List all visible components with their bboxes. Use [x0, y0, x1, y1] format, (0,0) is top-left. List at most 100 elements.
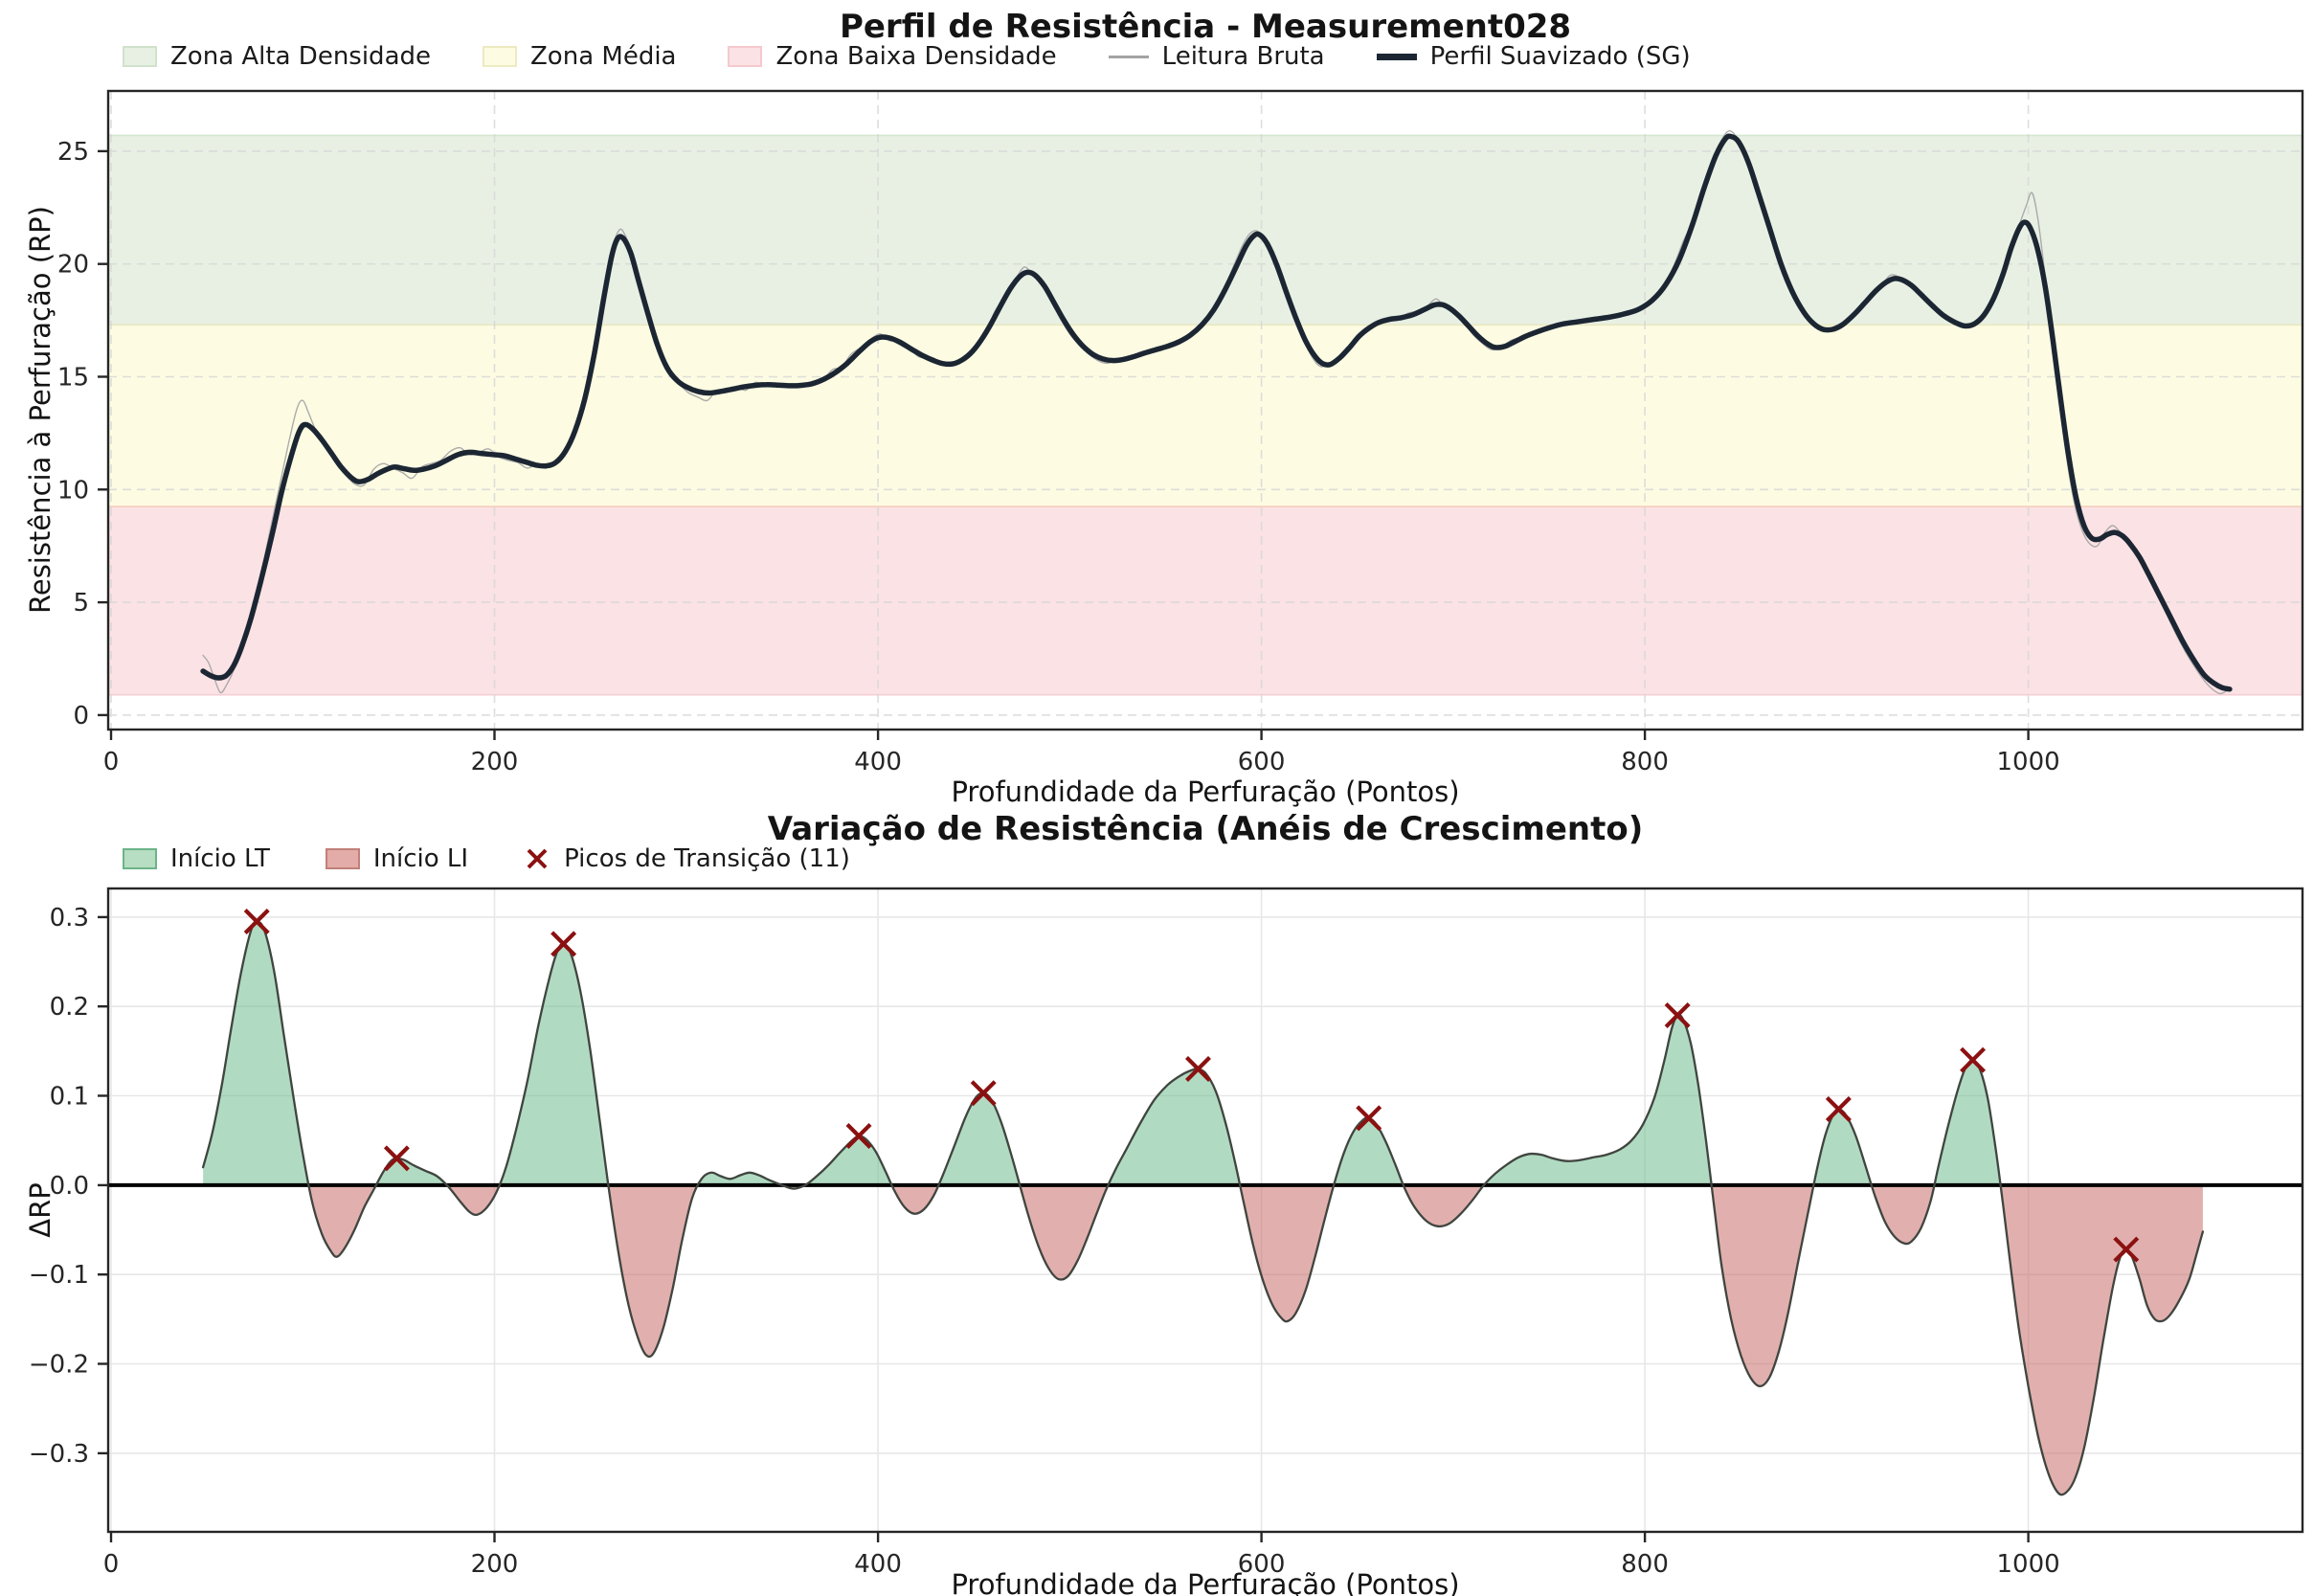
top-y-axis-label: Resistência à Perfuração (RP): [24, 206, 56, 614]
y-tick-label: 5: [73, 589, 89, 618]
ticks-layer: 0 200 400 600 800 1000 0 5 10 15 20 25: [57, 138, 2060, 776]
y-tick-label: 0.1: [50, 1083, 89, 1112]
legend-label: Zona Média: [530, 42, 677, 71]
y-tick-label: 0: [73, 702, 89, 731]
zone-band: [108, 506, 2303, 695]
transition-peak-marker-icon: [524, 845, 550, 872]
y-tick-label: 0.3: [50, 904, 89, 933]
top-chart-plot: 0 200 400 600 800 1000 0 5 10 15 20 25: [57, 89, 2304, 776]
axes-spines: [106, 89, 2304, 731]
top-chart-title: Perfil de Resistência - Measurement028: [839, 8, 1572, 46]
legend-label: Zona Alta Densidade: [170, 42, 431, 71]
ticks-layer: 0 200 400 600 800 1000 0.3 0.2 0.1 0.0 −0.1 −0.2 −0.…: [29, 904, 2060, 1579]
transition-peak-markers: [243, 909, 2140, 1263]
grid-layer: [108, 91, 2303, 730]
positive-fill: [805, 1135, 892, 1185]
zones-layer: [108, 134, 2303, 696]
zone-high-density-swatch: [123, 46, 157, 67]
x-tick-label: 400: [854, 1550, 902, 1579]
x-tick-label: 600: [1238, 748, 1286, 776]
negative-fill: [1020, 1184, 1109, 1280]
y-tick-label: 10: [57, 476, 89, 505]
legend-item-smoothed: Perfil Suavizado (SG): [1376, 42, 1691, 71]
transition-peak-marker: [383, 1145, 410, 1172]
negative-fill: [308, 1184, 376, 1257]
legend-label: Início LI: [372, 844, 469, 873]
transition-peak-marker: [1356, 1105, 1382, 1132]
y-tick-label: 25: [57, 138, 89, 167]
positive-fill: [1334, 1117, 1404, 1185]
x-tick-label: 800: [1621, 1550, 1669, 1579]
top-x-axis-label: Profundidade da Perfuração (Pontos): [951, 776, 1460, 808]
smoothed-series-path: [200, 133, 2233, 692]
negative-fill: [891, 1184, 939, 1214]
x-tick-label: 200: [471, 748, 519, 776]
transition-peak-marker: [1825, 1096, 1852, 1123]
legend-item-zone-high: Zona Alta Densidade: [123, 42, 431, 71]
data-layer: [200, 129, 2233, 695]
smoothed-line-sample-icon: [1376, 53, 1417, 60]
bottom-chart-title: Variação de Resistência (Anéis de Cresci…: [767, 810, 1644, 848]
zone-band: [108, 135, 2303, 326]
positive-fill: [1108, 1068, 1241, 1185]
axes-spines: [106, 887, 2304, 1534]
legend-item-peaks: Picos de Transição (11): [524, 844, 850, 873]
negative-fill: [1711, 1184, 1814, 1386]
x-tick-label: 1000: [1997, 1550, 2060, 1579]
transition-peak-marker: [1664, 1002, 1691, 1029]
lt-fill-swatch: [123, 848, 157, 869]
y-tick-label: 15: [57, 364, 89, 393]
y-tick-label: 0.2: [50, 993, 89, 1022]
positive-fill: [1483, 1014, 1712, 1185]
grid-layer: [108, 888, 2303, 1532]
data-layer: [108, 920, 2303, 1496]
zone-low-density-swatch: [728, 46, 763, 67]
legend-label: Picos de Transição (11): [564, 844, 850, 873]
negative-fill: [608, 1184, 698, 1357]
legend-item-li: Início LI: [325, 844, 469, 873]
transition-peak-marker: [243, 909, 270, 935]
x-tick-label: 800: [1621, 748, 1669, 776]
raw-line-sample-icon: [1108, 55, 1149, 58]
legend-label: Perfil Suavizado (SG): [1429, 42, 1691, 71]
bottom-x-axis-label: Profundidade da Perfuração (Pontos): [951, 1568, 1460, 1596]
positive-fill: [1934, 1060, 2001, 1185]
zone-medium-swatch: [483, 46, 517, 67]
positive-fill: [375, 1158, 447, 1185]
x-tick-label: 600: [1238, 1550, 1286, 1579]
bottom-chart-plot: 0 200 400 600 800 1000 0.3 0.2 0.1 0.0 −0.1 −0.2 −0.…: [29, 887, 2304, 1579]
transition-peak-marker: [970, 1080, 997, 1107]
delta-curve: [201, 920, 2205, 1496]
y-tick-label: 0.0: [50, 1172, 89, 1201]
negative-fill: [2000, 1184, 2203, 1495]
y-tick-label: −0.1: [29, 1261, 89, 1290]
negative-fill: [1871, 1184, 1935, 1245]
x-tick-label: 400: [854, 748, 902, 776]
positive-fill: [938, 1092, 1021, 1185]
legend-label: Início LT: [170, 844, 270, 873]
legend-item-zone-mid: Zona Média: [483, 42, 676, 71]
y-tick-label: 20: [57, 251, 89, 280]
legend-label: Zona Baixa Densidade: [775, 42, 1057, 71]
legend-label: Leitura Bruta: [1161, 42, 1325, 71]
top-chart-legend: Zona Alta Densidade Zona Média Zona Baix…: [123, 42, 1691, 71]
negative-fill: [1403, 1184, 1484, 1226]
transition-peak-marker: [550, 931, 577, 957]
transition-peak-marker: [1960, 1046, 1987, 1073]
transition-peak-marker: [2113, 1236, 2140, 1263]
legend-item-zone-low: Zona Baixa Densidade: [728, 42, 1057, 71]
positive-fill: [203, 921, 309, 1185]
li-fill-swatch: [325, 848, 360, 869]
bottom-chart-legend: Início LT Início LI Picos de Transição (…: [123, 844, 850, 873]
x-tick-label: 0: [103, 748, 120, 776]
y-tick-label: −0.3: [29, 1440, 89, 1469]
x-tick-label: 1000: [1997, 748, 2060, 776]
y-tick-label: −0.2: [29, 1351, 89, 1380]
negative-fill: [1240, 1184, 1335, 1322]
transition-peak-marker: [845, 1123, 872, 1150]
x-tick-label: 200: [471, 1550, 519, 1579]
legend-item-lt: Início LT: [123, 844, 270, 873]
positive-fill: [499, 943, 609, 1185]
x-tick-label: 0: [103, 1550, 120, 1579]
